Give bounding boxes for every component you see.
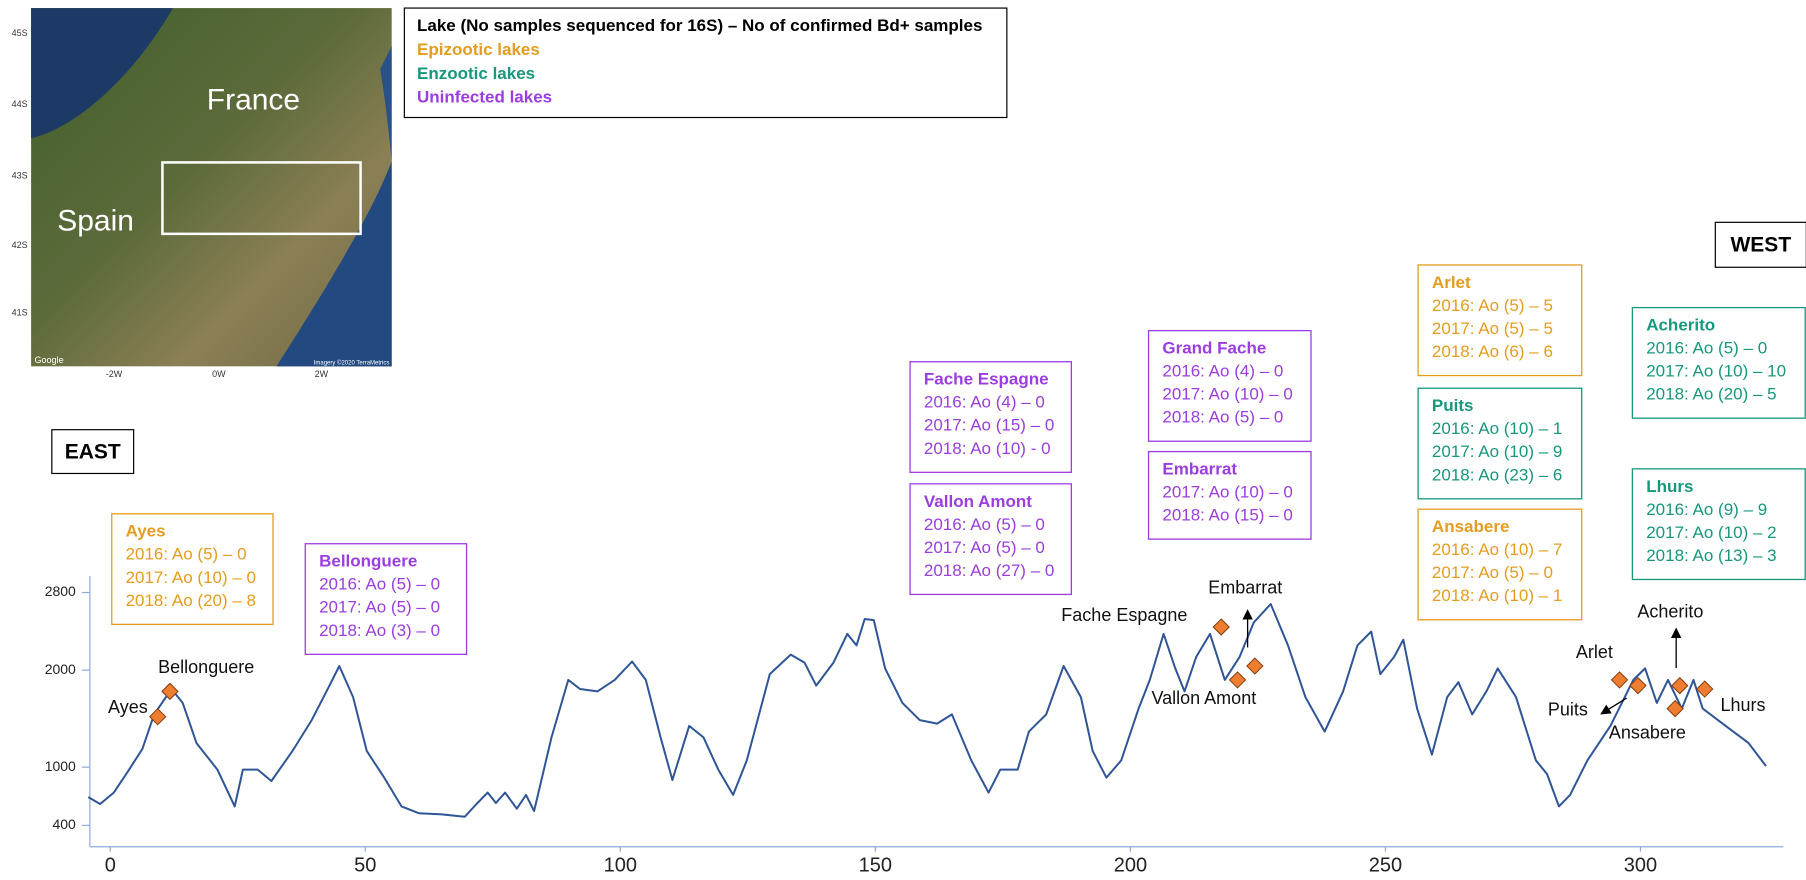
lat-tick-label: 44S	[12, 99, 28, 109]
lake-sample-line: 2018: Ao (10) - 0	[924, 439, 1051, 458]
y-tick-label: 2800	[45, 583, 76, 599]
lake-sample-line: 2018: Ao (5) – 0	[1162, 408, 1283, 427]
legend-title: Lake (No samples sequenced for 16S) – No…	[417, 16, 982, 35]
lake-sample-line: 2017: Ao (5) – 0	[319, 598, 440, 617]
lake-marker	[1230, 672, 1246, 688]
lake-sample-line: 2017: Ao (5) – 5	[1432, 319, 1553, 338]
lake-annotation: Vallon Amont	[1151, 688, 1256, 708]
lake-name: Vallon Amont	[924, 492, 1032, 511]
country-label: Spain	[57, 204, 134, 237]
lake-sample-line: 2016: Ao (5) – 5	[1432, 296, 1553, 315]
lake-marker	[1667, 701, 1683, 717]
lake-name: Puits	[1432, 396, 1474, 415]
lake-sample-line: 2018: Ao (13) – 3	[1646, 546, 1776, 565]
lake-name: Acherito	[1646, 316, 1715, 335]
lake-sample-line: 2017: Ao (10) – 10	[1646, 362, 1786, 381]
x-tick-label: 50	[354, 855, 376, 877]
lon-tick-label: 2W	[315, 369, 329, 379]
lake-name: Lhurs	[1646, 477, 1693, 496]
lake-sample-line: 2017: Ao (10) – 9	[1432, 442, 1562, 461]
lake-sample-line: 2016: Ao (4) – 0	[1162, 362, 1283, 381]
lat-tick-label: 42S	[12, 240, 28, 250]
lake-sample-line: 2018: Ao (23) – 6	[1432, 465, 1562, 484]
lake-sample-line: 2018: Ao (15) – 0	[1162, 506, 1292, 525]
lake-annotation: Embarrat	[1208, 577, 1282, 597]
lake-marker	[162, 683, 178, 699]
lon-tick-label: 0W	[212, 369, 226, 379]
lake-sample-line: 2018: Ao (20) – 5	[1646, 385, 1776, 404]
lake-name: Bellonguere	[319, 552, 417, 571]
lat-tick-label: 43S	[12, 171, 28, 181]
x-tick-label: 100	[604, 855, 637, 877]
page: { "map": { "countries": ["France", "Spai…	[0, 0, 1806, 880]
direction-label: EAST	[65, 440, 121, 463]
lake-sample-line: 2016: Ao (10) – 1	[1432, 419, 1562, 438]
lake-sample-line: 2017: Ao (10) – 0	[126, 568, 256, 587]
lon-tick-label: -2W	[106, 369, 123, 379]
lake-sample-line: 2018: Ao (10) – 1	[1432, 586, 1562, 605]
direction-label: WEST	[1730, 233, 1791, 256]
country-label: France	[207, 83, 300, 116]
lake-name: Embarrat	[1162, 460, 1237, 479]
lake-name: Grand Fache	[1162, 339, 1266, 358]
map-attribution: Google	[35, 355, 64, 365]
lake-sample-line: 2017: Ao (15) – 0	[924, 416, 1054, 435]
lake-sample-line: 2016: Ao (5) – 0	[924, 515, 1045, 534]
lake-sample-line: 2017: Ao (5) – 0	[1432, 563, 1553, 582]
lat-tick-label: 41S	[12, 308, 28, 318]
lake-sample-line: 2017: Ao (5) – 0	[924, 538, 1045, 557]
lake-sample-line: 2016: Ao (5) – 0	[126, 545, 247, 564]
x-tick-label: 300	[1624, 855, 1657, 877]
lake-annotation: Arlet	[1576, 642, 1613, 662]
y-tick-label: 400	[52, 816, 76, 832]
lake-sample-line: 2016: Ao (5) – 0	[1646, 339, 1767, 358]
figure: France Spain 45S 44S 43S 42S 41S -2W 0W 2W Google I…	[0, 0, 1806, 880]
lake-sample-line: 2018: Ao (6) – 6	[1432, 342, 1553, 361]
lake-marker	[1213, 619, 1229, 635]
lake-annotation: Ayes	[108, 697, 148, 717]
lake-sample-line: 2017: Ao (10) – 2	[1646, 523, 1776, 542]
lake-name: Ayes	[126, 522, 166, 541]
lake-sample-line: 2016: Ao (10) – 7	[1432, 540, 1562, 559]
legend-item: Enzootic lakes	[417, 64, 535, 83]
lake-marker	[1612, 672, 1628, 688]
lake-sample-line: 2017: Ao (10) – 0	[1162, 385, 1292, 404]
lake-annotation: Ansabere	[1609, 723, 1686, 743]
annotation-arrow	[1602, 698, 1626, 713]
x-tick-label: 150	[859, 855, 892, 877]
lake-name: Ansabere	[1432, 517, 1509, 536]
lake-sample-line: 2017: Ao (10) – 0	[1162, 483, 1292, 502]
y-tick-label: 1000	[45, 758, 76, 774]
x-tick-label: 200	[1114, 855, 1147, 877]
lake-marker	[1247, 658, 1263, 674]
legend-item: Epizootic lakes	[417, 40, 540, 59]
x-tick-label: 250	[1369, 855, 1402, 877]
lake-annotation: Fache Espagne	[1061, 605, 1187, 625]
lake-name: Arlet	[1432, 273, 1471, 292]
map-attribution: Imagery ©2020 TerraMetrics	[314, 359, 390, 366]
lake-sample-line: 2016: Ao (4) – 0	[924, 393, 1045, 412]
lake-sample-line: 2016: Ao (5) – 0	[319, 575, 440, 594]
lake-annotation: Lhurs	[1720, 695, 1765, 715]
lake-annotation: Bellonguere	[158, 657, 254, 677]
lake-sample-line: 2018: Ao (3) – 0	[319, 621, 440, 640]
lake-sample-line: 2018: Ao (27) – 0	[924, 561, 1054, 580]
x-tick-label: 0	[105, 855, 116, 877]
lake-name: Fache Espagne	[924, 370, 1049, 389]
y-tick-label: 2000	[45, 661, 76, 677]
lake-sample-line: 2018: Ao (20) – 8	[126, 591, 256, 610]
legend-item: Uninfected lakes	[417, 87, 552, 106]
lake-annotation: Acherito	[1637, 602, 1703, 622]
lat-tick-label: 45S	[12, 28, 28, 38]
lake-sample-line: 2016: Ao (9) – 9	[1646, 500, 1767, 519]
lake-annotation: Puits	[1548, 700, 1588, 720]
